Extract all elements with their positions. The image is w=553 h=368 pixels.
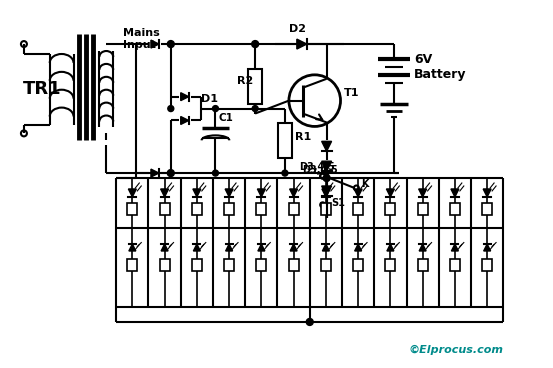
Polygon shape xyxy=(483,189,491,197)
Polygon shape xyxy=(194,244,200,251)
Polygon shape xyxy=(160,189,169,197)
Text: 6V
Battery: 6V Battery xyxy=(414,53,466,81)
Bar xyxy=(248,69,262,104)
Bar xyxy=(160,259,170,271)
Bar xyxy=(224,203,234,215)
Bar xyxy=(321,259,331,271)
Text: R1: R1 xyxy=(295,132,311,142)
Bar xyxy=(418,259,427,271)
Polygon shape xyxy=(354,244,362,251)
Polygon shape xyxy=(322,141,332,151)
Bar xyxy=(278,123,292,158)
Polygon shape xyxy=(151,40,159,48)
Bar xyxy=(482,259,492,271)
Bar xyxy=(192,203,202,215)
Bar xyxy=(450,203,460,215)
Bar xyxy=(353,259,363,271)
Text: Mains
Input: Mains Input xyxy=(123,28,160,50)
Circle shape xyxy=(282,170,288,176)
Text: ©Elprocus.com: ©Elprocus.com xyxy=(408,344,503,355)
Text: R2: R2 xyxy=(237,76,253,86)
Text: D2: D2 xyxy=(289,24,306,34)
Circle shape xyxy=(306,318,313,325)
Bar xyxy=(192,259,202,271)
Polygon shape xyxy=(193,189,201,197)
Text: T1: T1 xyxy=(343,88,359,98)
Circle shape xyxy=(212,170,218,176)
Bar xyxy=(385,203,395,215)
Text: S1: S1 xyxy=(332,198,346,208)
Circle shape xyxy=(323,174,330,181)
Bar xyxy=(353,203,363,215)
Text: D3,4,5: D3,4,5 xyxy=(299,162,335,172)
Polygon shape xyxy=(484,244,491,251)
Polygon shape xyxy=(297,39,307,49)
Bar xyxy=(127,259,137,271)
Polygon shape xyxy=(225,189,233,197)
Polygon shape xyxy=(451,189,459,197)
Circle shape xyxy=(252,106,258,112)
Bar xyxy=(224,259,234,271)
Bar xyxy=(321,203,331,215)
Bar xyxy=(289,259,299,271)
Polygon shape xyxy=(419,244,426,251)
Circle shape xyxy=(252,40,259,47)
Polygon shape xyxy=(322,244,330,251)
Circle shape xyxy=(212,106,218,112)
Polygon shape xyxy=(258,244,265,251)
Bar xyxy=(385,259,395,271)
Text: D1: D1 xyxy=(201,93,217,104)
Polygon shape xyxy=(290,189,298,197)
Polygon shape xyxy=(387,189,394,197)
Polygon shape xyxy=(322,186,332,196)
Polygon shape xyxy=(387,244,394,251)
Polygon shape xyxy=(161,244,168,251)
Polygon shape xyxy=(451,244,458,251)
Bar xyxy=(450,259,460,271)
Bar xyxy=(257,203,267,215)
Bar xyxy=(160,203,170,215)
Bar xyxy=(127,203,137,215)
Polygon shape xyxy=(257,189,265,197)
Bar xyxy=(257,259,267,271)
Polygon shape xyxy=(354,189,362,197)
Polygon shape xyxy=(128,189,137,197)
Polygon shape xyxy=(322,161,332,171)
Polygon shape xyxy=(226,244,233,251)
Bar xyxy=(418,203,427,215)
Polygon shape xyxy=(290,244,297,251)
Text: C1: C1 xyxy=(218,113,233,124)
Text: TR1: TR1 xyxy=(23,80,61,98)
Bar xyxy=(289,203,299,215)
Polygon shape xyxy=(322,189,330,197)
Text: K: K xyxy=(361,179,369,189)
Text: D3,4,5: D3,4,5 xyxy=(302,165,337,175)
Polygon shape xyxy=(151,169,159,177)
Circle shape xyxy=(168,106,174,112)
Polygon shape xyxy=(419,189,426,197)
Circle shape xyxy=(168,40,174,47)
Polygon shape xyxy=(129,244,136,251)
Polygon shape xyxy=(181,93,189,100)
Circle shape xyxy=(168,170,174,177)
Bar xyxy=(482,203,492,215)
Polygon shape xyxy=(181,117,189,124)
